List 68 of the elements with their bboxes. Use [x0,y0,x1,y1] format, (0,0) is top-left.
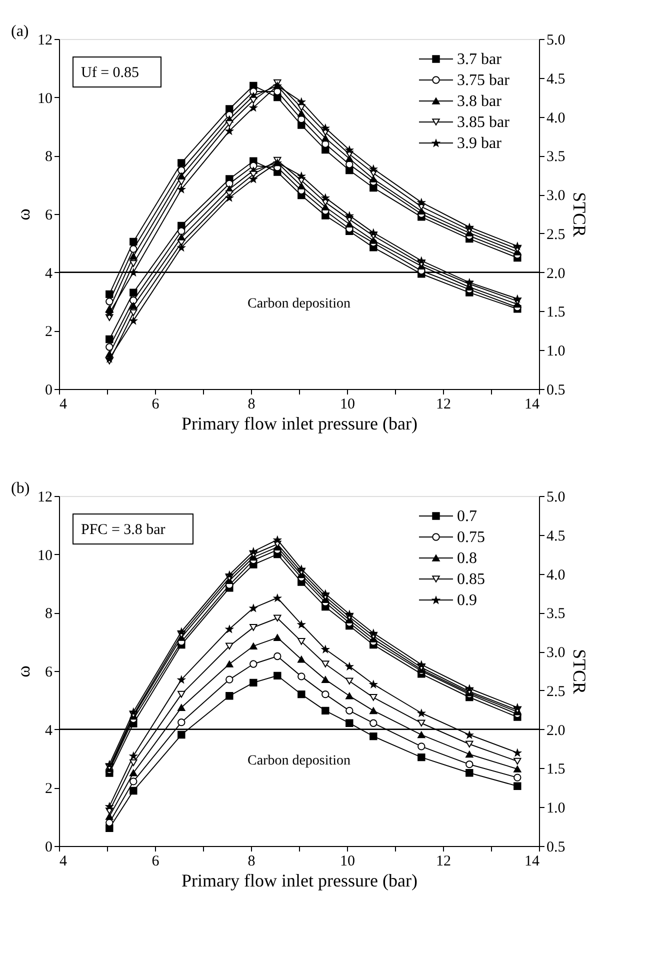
legend-label: 0.8 [457,550,477,567]
y-tick-label: 4 [45,722,53,739]
y2-tick-label: 2.5 [546,684,566,700]
x-tick-label: 8 [248,854,256,870]
y-tick-label: 12 [38,490,52,506]
y-axis-title: ω [14,665,34,678]
y2-tick-label: 2.5 [546,226,566,243]
ref-line-label: Carbon deposition [247,753,351,768]
text: (a) [11,23,29,40]
y2-tick-label: 5.0 [546,490,566,506]
legend-label: 3.7 bar [457,51,502,68]
legend-label: 3.75 bar [457,72,510,89]
y-axis-title: ω [14,208,34,220]
y-tick-label: 6 [45,664,53,680]
y2-tick-label: 4.0 [546,567,566,584]
y2-axis-title: STCR [569,192,590,238]
x-axis-title: Primary flow inlet pressure (bar) [182,414,418,434]
x-tick-label: 8 [248,396,256,412]
x-tick-label: 4 [60,854,68,870]
x-tick-label: 4 [60,396,68,412]
x-tick-label: 14 [524,396,540,412]
y-tick-label: 8 [45,149,52,166]
x-tick-label: 10 [340,396,355,412]
x-tick-label: 6 [152,854,160,870]
x-tick-label: 6 [152,396,160,412]
legend-label: 3.9 bar [457,135,502,152]
y2-tick-label: 3.5 [546,149,566,166]
y-tick-label: 12 [38,32,52,48]
y-tick-label: 4 [45,266,53,282]
x-tick-label: 12 [436,854,451,870]
text: (b) [11,480,30,497]
y-tick-label: 2 [45,781,52,798]
annotation: PFC = 3.8 bar [81,522,166,538]
x-tick-label: 14 [524,854,540,870]
annotation: Uf = 0.85 [81,65,140,81]
legend-label: 3.8 bar [457,93,502,110]
y2-tick-label: 0.5 [546,840,566,856]
y2-axis-title: STCR [569,648,590,694]
y-tick-label: 0 [45,382,52,398]
legend-label: 0.7 [457,508,477,525]
y2-tick-label: 1.0 [546,344,566,360]
y-tick-label: 10 [38,548,52,564]
ref-line-label: Carbon deposition [247,296,351,312]
legend-label: 0.75 [457,529,485,546]
legend-label: 0.85 [457,571,485,588]
y2-tick-label: 1.5 [546,304,566,321]
y-tick-label: 6 [45,208,53,224]
y2-tick-label: 2.0 [546,722,566,739]
legend-label: 3.85 bar [457,114,510,131]
y2-tick-label: 4.5 [546,71,566,88]
y2-tick-label: 1.5 [546,762,566,778]
y-tick-label: 2 [45,324,52,340]
y-tick-label: 0 [45,840,52,856]
y2-tick-label: 5.0 [546,32,566,48]
y2-tick-label: 3.5 [546,606,566,622]
y2-tick-label: 1.0 [546,800,566,817]
y2-tick-label: 3.0 [546,645,566,662]
x-tick-label: 10 [340,854,355,870]
y-tick-label: 8 [45,606,52,622]
y2-tick-label: 2.0 [546,266,566,282]
y2-tick-label: 0.5 [546,382,566,398]
y2-tick-label: 4.0 [546,110,566,126]
y-tick-label: 10 [38,90,52,107]
x-tick-label: 12 [436,396,451,412]
legend-label: 0.9 [457,592,477,609]
x-axis-title: Primary flow inlet pressure (bar) [182,870,418,890]
y2-tick-label: 3.0 [546,188,566,204]
y2-tick-label: 4.5 [546,528,566,544]
